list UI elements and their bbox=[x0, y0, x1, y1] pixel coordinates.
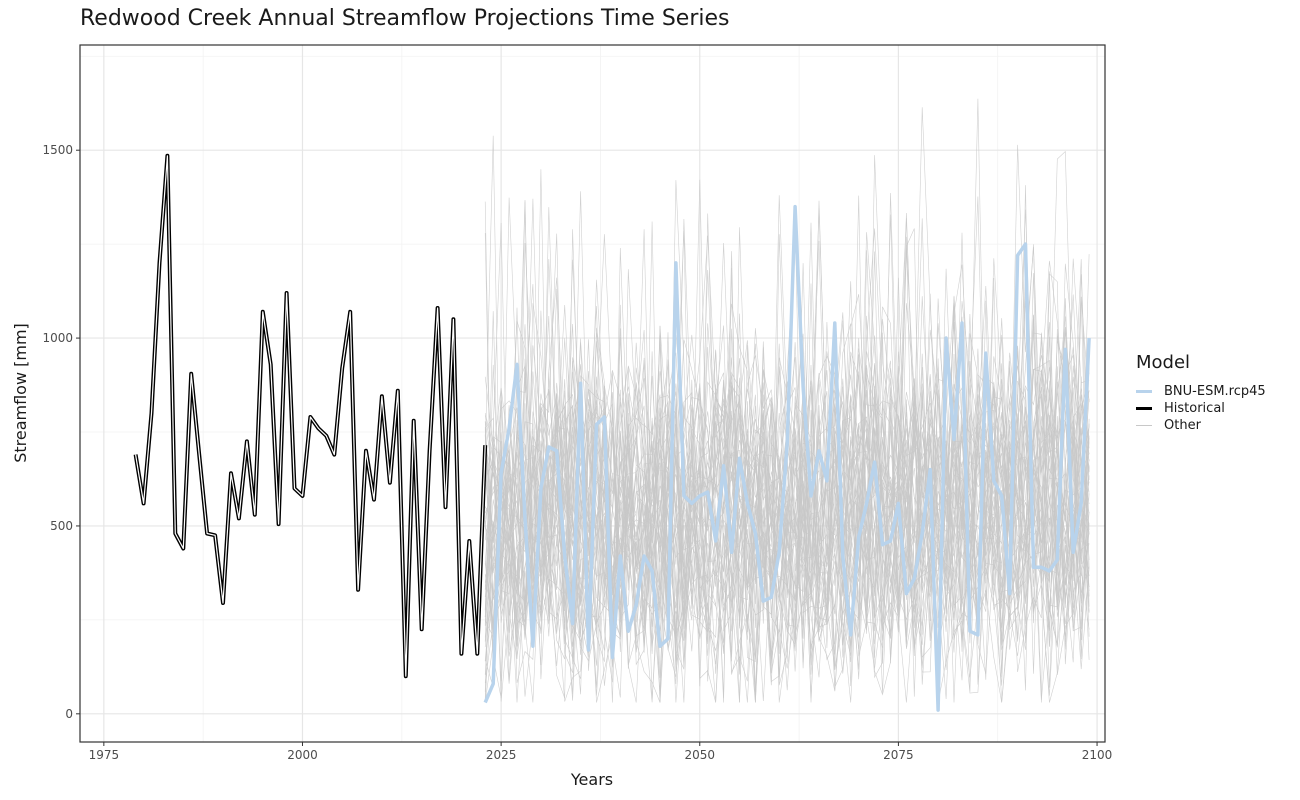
x-tick-label: 2100 bbox=[1082, 748, 1113, 762]
legend-label-bnu: BNU-ESM.rcp45 bbox=[1164, 384, 1266, 399]
legend-label-historical: Historical bbox=[1164, 401, 1225, 416]
x-tick-label: 2025 bbox=[486, 748, 517, 762]
legend-label-other: Other bbox=[1164, 418, 1201, 433]
other-series-line bbox=[484, 276, 1090, 703]
legend: Model BNU-ESM.rcp45 Historical Other bbox=[1136, 352, 1266, 434]
x-tick-label: 2075 bbox=[883, 748, 914, 762]
legend-title: Model bbox=[1136, 352, 1191, 373]
other-series-line bbox=[484, 230, 1090, 631]
x-axis-title: Years bbox=[570, 770, 613, 789]
main-series-group bbox=[133, 153, 1091, 712]
series-line-bnu-esm-rcp45 bbox=[483, 204, 1091, 712]
legend-item-other: Other bbox=[1136, 417, 1266, 434]
other-series-line bbox=[484, 201, 1090, 686]
y-tick-label: 500 bbox=[50, 519, 73, 533]
legend-key-bnu bbox=[1136, 390, 1152, 393]
legend-item-bnu: BNU-ESM.rcp45 bbox=[1136, 383, 1266, 400]
x-tick-label: 2000 bbox=[287, 748, 318, 762]
chart-title: Redwood Creek Annual Streamflow Projecti… bbox=[80, 6, 730, 31]
y-tick-label: 0 bbox=[65, 707, 73, 721]
y-tick-label: 1000 bbox=[42, 331, 73, 345]
other-series-line bbox=[484, 196, 1090, 637]
legend-key-other bbox=[1136, 425, 1152, 426]
x-tick-label: 1975 bbox=[89, 748, 120, 762]
legend-key-historical bbox=[1136, 407, 1152, 410]
y-tick-label: 1500 bbox=[42, 143, 73, 157]
other-series-line bbox=[484, 386, 1090, 703]
x-tick-label: 2050 bbox=[684, 748, 715, 762]
plot-border bbox=[79, 44, 1106, 743]
legend-item-historical: Historical bbox=[1136, 400, 1266, 417]
y-axis-title: Streamflow [mm] bbox=[11, 323, 30, 463]
axis-ticks: 1975 2000 2025 2050 2075 2100 0 500 1000 1500 bbox=[42, 143, 1112, 762]
series-line-historical-inner bbox=[135, 155, 486, 677]
